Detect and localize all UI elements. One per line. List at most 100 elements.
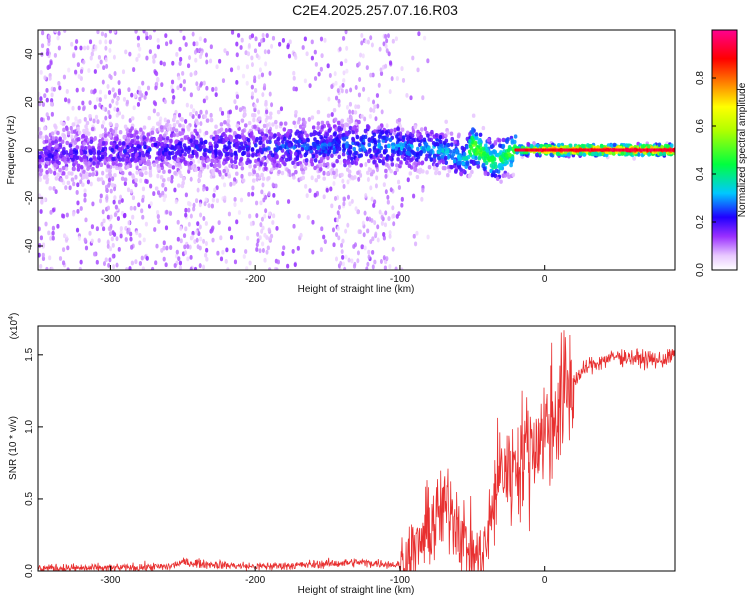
spectrogram-cell <box>215 185 219 191</box>
spectrogram-cell <box>246 51 251 57</box>
spectrogram-cell <box>301 127 306 132</box>
spectrogram-cell <box>271 220 275 225</box>
spectrogram-cell <box>386 33 390 39</box>
spectrogram-x-tick-label: 0 <box>542 274 548 285</box>
spectrogram-cell <box>593 151 598 157</box>
spectrogram-cell <box>314 149 319 155</box>
spectrogram-cell <box>193 266 198 270</box>
spectrogram-cell <box>275 225 279 231</box>
spectrogram-cell <box>53 30 58 33</box>
spectrogram-cell <box>310 115 315 120</box>
spectrogram-cell <box>120 170 125 176</box>
spectrogram-cell <box>287 156 291 162</box>
spectrogram-cell <box>55 159 60 164</box>
spectrogram-cell <box>374 116 378 122</box>
spectrogram-cell <box>365 216 369 222</box>
spectrogram-cell <box>84 135 88 140</box>
spectrogram-cell <box>148 49 152 55</box>
spectrogram-cell <box>604 152 609 158</box>
spectrogram-cell <box>384 43 388 49</box>
spectrogram-cell <box>354 206 358 212</box>
spectrogram-cell <box>468 138 472 144</box>
snr-y-scale-factor: (x104) <box>8 313 20 340</box>
spectrogram-cell <box>131 214 135 220</box>
spectrogram-cell <box>108 30 113 34</box>
spectrogram-cell <box>225 156 230 162</box>
spectrogram-cell <box>115 165 119 171</box>
spectrogram-cell <box>294 169 298 175</box>
spectrogram-cell <box>346 160 351 165</box>
spectrogram-cell <box>357 61 361 67</box>
spectrogram-cell <box>265 249 269 255</box>
spectrogram-cell <box>478 132 483 137</box>
spectrogram-cell <box>272 159 277 164</box>
spectrogram-cell <box>448 149 453 155</box>
spectrogram-cell <box>582 152 587 157</box>
spectrogram-cell <box>474 155 478 161</box>
spectrogram-cell <box>379 153 383 159</box>
spectrogram-cell <box>144 170 148 176</box>
spectrogram-cell <box>367 149 371 154</box>
spectrogram-cell <box>185 102 189 108</box>
spectrogram-cell <box>221 249 225 255</box>
spectrogram-cell <box>287 53 292 59</box>
spectrogram-cell <box>199 212 203 218</box>
spectrogram-cell <box>225 50 229 56</box>
spectrogram-cell <box>384 173 388 179</box>
spectrogram-cell <box>191 114 195 119</box>
spectrogram-cell <box>41 256 46 261</box>
spectrogram-cell <box>128 266 132 270</box>
spectrogram-cell <box>396 157 400 162</box>
spectrogram-cell <box>202 152 206 157</box>
spectrogram-cell <box>140 255 144 261</box>
spectrogram-cell <box>316 125 320 131</box>
spectrogram-cell <box>162 178 166 183</box>
spectrogram-cell <box>159 162 164 168</box>
spectrogram-cell <box>177 170 182 175</box>
spectrogram-cell <box>332 163 336 168</box>
spectrogram-cell <box>329 186 333 192</box>
spectrogram-cell <box>148 34 152 40</box>
spectrogram-cell <box>99 177 104 182</box>
spectrogram-cell <box>255 242 259 248</box>
spectrogram-cell <box>157 155 162 160</box>
spectrogram-cell <box>353 110 358 115</box>
spectrogram-cell <box>237 210 242 215</box>
spectrogram-cell <box>165 136 170 141</box>
spectrogram-cell <box>389 168 393 174</box>
spectrogram-cell <box>166 126 170 132</box>
spectrogram-cell <box>92 155 96 160</box>
spectrogram-cell <box>400 154 405 159</box>
spectrogram-cell <box>369 72 373 78</box>
spectrogram-cell <box>416 154 421 160</box>
spectrogram-cell <box>70 177 75 182</box>
spectrogram-cell <box>311 154 316 159</box>
spectrogram-cell <box>174 128 179 133</box>
spectrogram-cell <box>311 125 316 130</box>
spectrogram-cell <box>256 231 260 237</box>
spectrogram-cell <box>156 190 161 196</box>
spectrogram-cell <box>124 157 129 163</box>
spectrogram-cell <box>305 51 309 57</box>
spectrogram-cell <box>164 33 168 39</box>
spectrogram-cell <box>48 255 52 261</box>
spectrogram-cell <box>377 134 382 140</box>
spectrogram-cell <box>391 145 395 150</box>
spectrogram-cell <box>385 156 389 161</box>
spectrogram-cell <box>47 230 51 236</box>
spectrogram-cell <box>103 152 108 157</box>
spectrogram-cell <box>211 237 215 243</box>
spectrogram-cell <box>75 227 80 233</box>
spectrogram-cell <box>285 131 290 136</box>
spectrogram-cell <box>261 247 265 253</box>
spectrogram-cell <box>179 238 183 244</box>
spectrogram-cell <box>393 170 398 176</box>
spectrogram-cell <box>457 160 462 166</box>
spectrogram-cell <box>370 196 374 202</box>
spectrogram-cell <box>364 161 368 167</box>
spectrogram-cell <box>357 229 361 235</box>
spectrogram-cell <box>168 151 172 156</box>
spectrogram-cell <box>286 153 291 159</box>
spectrogram-cell <box>379 71 384 77</box>
